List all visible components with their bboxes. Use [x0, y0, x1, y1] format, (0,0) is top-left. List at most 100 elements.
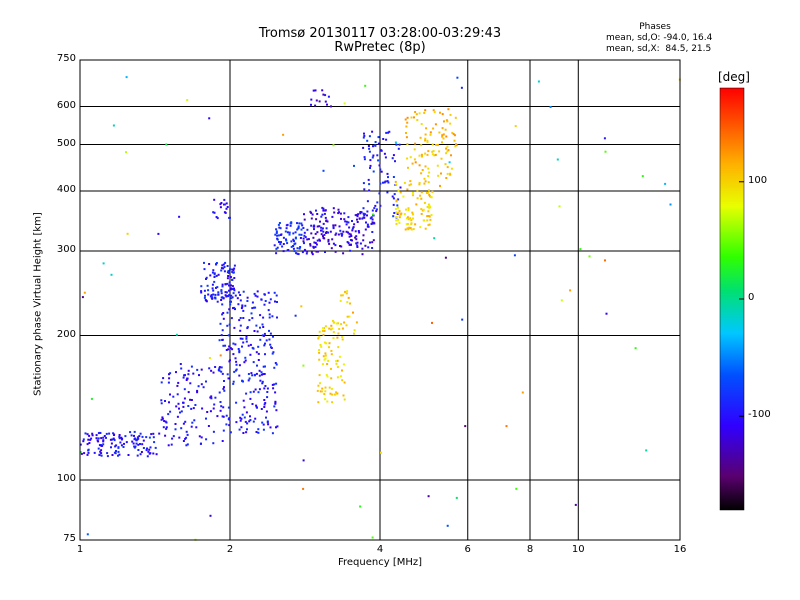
data-point [110, 442, 113, 445]
data-point [405, 136, 408, 139]
data-point [126, 232, 129, 235]
data-point [216, 300, 219, 303]
data-point [208, 263, 211, 265]
data-point [239, 324, 242, 327]
data-point [454, 116, 457, 119]
data-point [133, 430, 136, 433]
data-point [257, 345, 260, 348]
data-point [386, 180, 389, 183]
data-point [249, 343, 252, 346]
data-point [164, 434, 167, 437]
data-point [174, 423, 177, 425]
data-point [354, 236, 357, 239]
data-point [305, 252, 308, 255]
data-point [112, 437, 115, 440]
data-point [426, 191, 429, 194]
data-point [275, 230, 278, 233]
data-point [172, 435, 175, 438]
data-point [174, 428, 177, 431]
data-point [125, 441, 128, 444]
data-point [321, 206, 324, 209]
y-tick-label: 200 [56, 328, 76, 340]
data-point [372, 213, 375, 216]
data-point [429, 218, 432, 221]
data-point [420, 153, 423, 156]
data-point [249, 397, 252, 400]
data-point [330, 324, 333, 327]
data-point [420, 197, 423, 200]
data-point [192, 407, 195, 410]
data-point [228, 271, 231, 274]
data-point [275, 228, 278, 231]
data-point [339, 229, 342, 232]
chart-title-line1: Tromsø 20130117 03:28:00-03:29:43 [258, 26, 502, 41]
data-point [160, 399, 163, 402]
data-point [129, 431, 132, 434]
data-point [120, 436, 123, 439]
data-point [224, 291, 227, 294]
data-point [125, 151, 127, 154]
data-point [372, 154, 375, 157]
data-point [316, 225, 319, 228]
data-point [242, 290, 245, 293]
data-point [537, 80, 540, 83]
data-point [385, 131, 388, 134]
data-point [137, 449, 140, 451]
data-point [287, 249, 290, 251]
data-point [214, 396, 217, 399]
data-point [337, 332, 340, 335]
data-point [212, 407, 215, 410]
data-point [263, 403, 266, 406]
data-point [362, 207, 365, 210]
data-point [410, 116, 413, 119]
data-point [293, 240, 295, 243]
data-point [239, 299, 242, 302]
data-point [275, 409, 278, 412]
data-point [223, 270, 226, 273]
data-point [258, 388, 261, 391]
data-point [150, 433, 153, 436]
data-point [270, 346, 272, 349]
data-point [363, 158, 366, 161]
data-point [199, 442, 202, 445]
data-point [394, 180, 397, 183]
data-point [245, 411, 248, 414]
data-point [362, 182, 365, 185]
data-point [180, 410, 183, 413]
data-point [317, 337, 320, 340]
data-point [361, 217, 364, 220]
data-point [241, 337, 244, 340]
data-point [406, 143, 409, 145]
data-point [231, 348, 234, 351]
data-point [404, 118, 407, 121]
data-point [398, 214, 401, 217]
data-point [240, 417, 243, 420]
data-point [251, 346, 254, 349]
data-point [272, 387, 275, 390]
data-point [315, 243, 318, 246]
data-point [263, 332, 266, 335]
data-point [221, 283, 224, 286]
data-point [203, 289, 206, 292]
data-point [276, 301, 278, 303]
data-point [117, 454, 119, 457]
data-point [184, 437, 187, 440]
data-point [214, 297, 217, 300]
data-point [222, 312, 225, 314]
data-point [200, 368, 203, 371]
data-point [232, 382, 235, 385]
data-point [387, 181, 390, 184]
data-point [373, 207, 376, 210]
data-point [234, 343, 237, 346]
data-point [251, 374, 254, 377]
data-point [152, 432, 155, 435]
data-point [395, 211, 398, 214]
data-point [274, 300, 276, 303]
data-point [241, 413, 244, 416]
data-point [347, 296, 350, 299]
data-point [200, 436, 203, 439]
data-point [97, 447, 100, 450]
data-point [323, 393, 326, 395]
data-point [276, 246, 279, 249]
data-point [410, 219, 413, 222]
